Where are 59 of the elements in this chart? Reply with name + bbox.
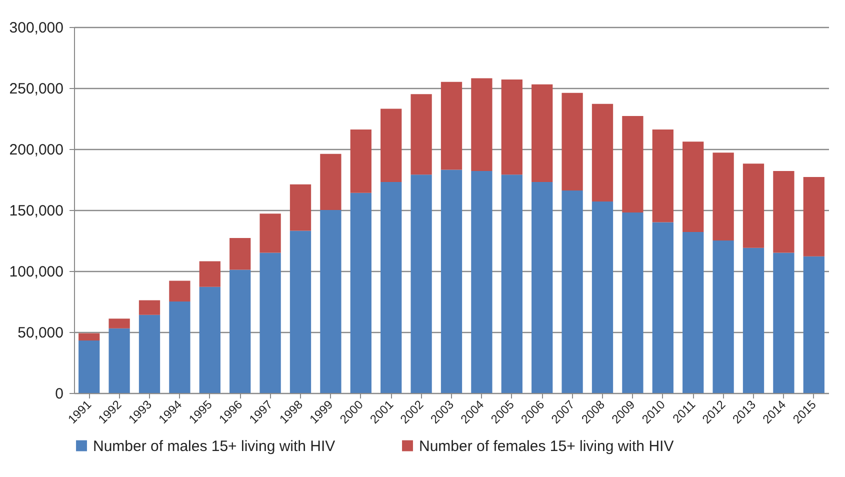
bar	[622, 212, 644, 393]
bar	[773, 252, 794, 393]
bar	[108, 318, 130, 328]
bar	[380, 108, 402, 182]
bar	[501, 174, 522, 393]
bar	[592, 201, 614, 393]
bar	[712, 152, 734, 240]
legend-label: Number of males 15+ living with HIV	[93, 438, 336, 455]
bar	[592, 104, 614, 202]
y-tick-label: 100,000	[9, 264, 64, 280]
bar	[652, 129, 674, 222]
bar	[260, 252, 281, 393]
bar	[380, 182, 402, 393]
bar	[562, 190, 583, 393]
y-tick-label: 300,000	[9, 20, 64, 36]
bar	[440, 82, 462, 170]
legend-label: Number of females 15+ living with HIV	[419, 438, 674, 455]
bar	[320, 154, 342, 210]
bar	[230, 270, 251, 393]
bar	[350, 129, 372, 193]
bar	[199, 286, 220, 393]
bar	[742, 248, 764, 393]
bar	[532, 182, 553, 393]
bar	[410, 174, 432, 393]
bar	[471, 170, 492, 393]
bar	[199, 261, 220, 287]
bar	[108, 328, 130, 393]
bar	[410, 94, 432, 175]
bar	[230, 238, 251, 270]
y-tick-label: 0	[55, 386, 64, 402]
bar	[320, 210, 342, 393]
bar	[169, 302, 190, 393]
bar	[652, 222, 674, 393]
bar	[682, 142, 704, 232]
y-tick-label: 150,000	[9, 202, 64, 220]
bar	[138, 300, 160, 315]
bar	[682, 232, 704, 393]
bar	[532, 84, 553, 182]
bar	[803, 256, 824, 393]
bar	[290, 230, 312, 393]
y-tick-label: 250,000	[9, 80, 64, 98]
y-tick-label: 50,000	[18, 324, 64, 342]
bar	[169, 280, 190, 302]
bar	[622, 116, 644, 212]
bar	[742, 164, 764, 248]
bar	[562, 92, 583, 190]
bar	[260, 214, 281, 253]
bar	[803, 177, 824, 256]
bar	[440, 170, 462, 393]
bar	[290, 184, 312, 231]
bar	[501, 79, 522, 175]
bar	[138, 314, 160, 393]
bar	[712, 240, 734, 393]
bar	[78, 333, 100, 341]
bar	[471, 78, 492, 171]
bar	[350, 192, 372, 393]
bar	[78, 340, 100, 393]
y-tick-label: 200,000	[9, 142, 64, 158]
bar	[773, 170, 794, 253]
